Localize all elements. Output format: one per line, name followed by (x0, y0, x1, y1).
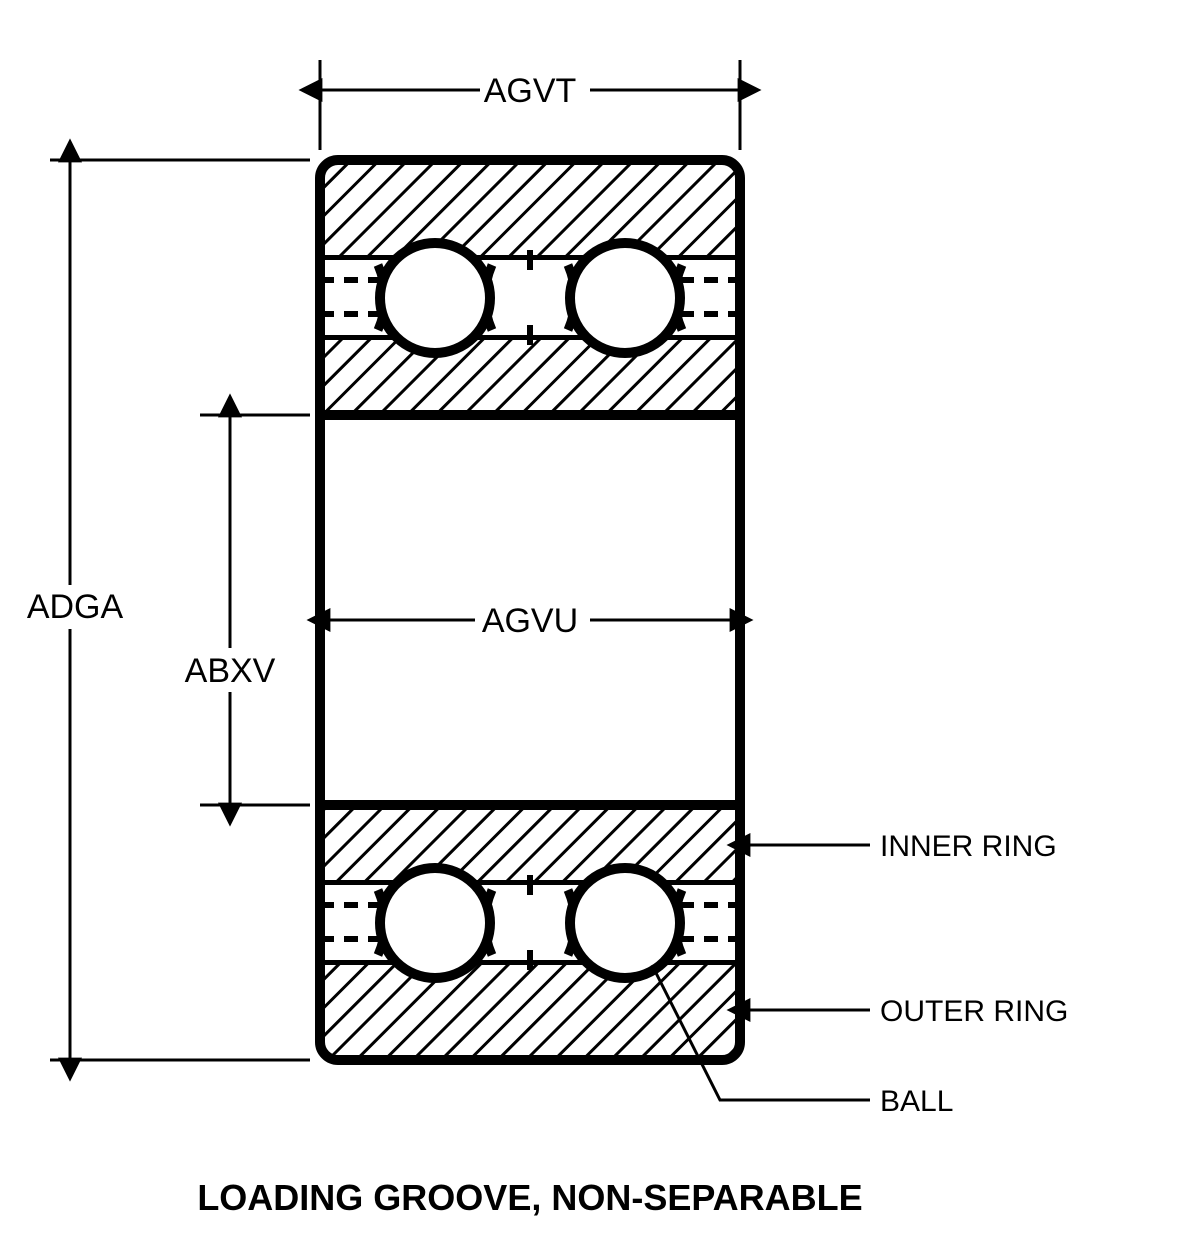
ball (570, 243, 680, 353)
label-adga: ADGA (27, 588, 124, 626)
dim-abxv: ABXV (175, 415, 310, 805)
ball (380, 243, 490, 353)
label-agvu: AGVU (482, 602, 578, 640)
bearing-diagram: AGVT ADGA ABXV AGVU INNER RING OUTER RIN… (0, 0, 1185, 1260)
callout-inner-ring: INNER RING (748, 830, 1057, 863)
label-inner-ring: INNER RING (880, 830, 1057, 863)
dim-adga: ADGA (20, 160, 310, 1060)
diagram-title: LOADING GROOVE, NON-SEPARABLE (197, 1177, 862, 1218)
ball (380, 868, 490, 978)
dim-agvt: AGVT (320, 60, 740, 150)
label-outer-ring: OUTER RING (880, 995, 1068, 1028)
label-abxv: ABXV (185, 652, 276, 690)
callout-outer-ring: OUTER RING (748, 995, 1068, 1028)
label-agvt: AGVT (484, 72, 577, 110)
label-ball: BALL (880, 1085, 953, 1118)
ball (570, 868, 680, 978)
